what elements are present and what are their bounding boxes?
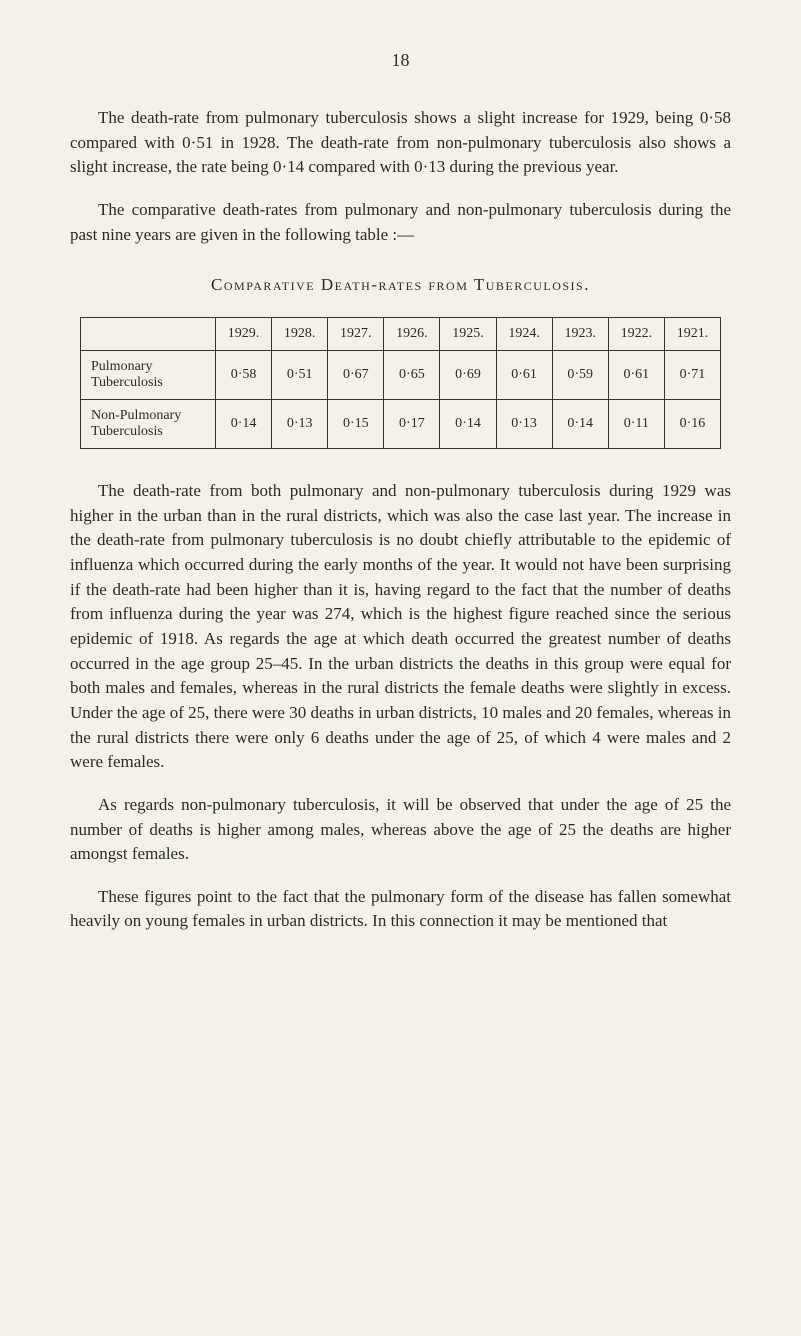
table-header-year: 1923. (552, 318, 608, 351)
death-rates-table-container: 1929. 1928. 1927. 1926. 1925. 1924. 1923… (80, 317, 721, 449)
table-cell: 0·59 (552, 351, 608, 400)
table-header-year: 1928. (272, 318, 328, 351)
paragraph-1: The death-rate from pulmonary tuberculos… (70, 106, 731, 180)
table-cell: 0·14 (216, 400, 272, 449)
table-row-label: Pulmonary Tuberculosis (81, 351, 216, 400)
table-cell: 0·16 (664, 400, 720, 449)
table-cell: 0·15 (328, 400, 384, 449)
table-cell: 0·51 (272, 351, 328, 400)
table-row-label: Non-Pulmonary Tuberculosis (81, 400, 216, 449)
table-header-year: 1925. (440, 318, 496, 351)
paragraph-3: The death-rate from both pulmonary and n… (70, 479, 731, 775)
table-cell: 0·67 (328, 351, 384, 400)
table-cell: 0·13 (272, 400, 328, 449)
table-header-year: 1922. (608, 318, 664, 351)
table-header-year: 1926. (384, 318, 440, 351)
table-header-blank (81, 318, 216, 351)
paragraph-2: The comparative death-rates from pulmona… (70, 198, 731, 247)
table-cell: 0·14 (440, 400, 496, 449)
table-cell: 0·58 (216, 351, 272, 400)
table-cell: 0·71 (664, 351, 720, 400)
table-cell: 0·69 (440, 351, 496, 400)
page-number: 18 (70, 50, 731, 71)
paragraph-4: As regards non-pulmonary tuberculosis, i… (70, 793, 731, 867)
table-header-row: 1929. 1928. 1927. 1926. 1925. 1924. 1923… (81, 318, 721, 351)
table-cell: 0·61 (608, 351, 664, 400)
table-header-year: 1929. (216, 318, 272, 351)
table-cell: 0·17 (384, 400, 440, 449)
table-header-year: 1924. (496, 318, 552, 351)
table-cell: 0·11 (608, 400, 664, 449)
table-cell: 0·14 (552, 400, 608, 449)
table-header-year: 1927. (328, 318, 384, 351)
death-rates-table: 1929. 1928. 1927. 1926. 1925. 1924. 1923… (80, 317, 721, 449)
section-title: Comparative Death-rates from Tuberculosi… (70, 275, 731, 295)
table-cell: 0·13 (496, 400, 552, 449)
table-cell: 0·61 (496, 351, 552, 400)
table-cell: 0·65 (384, 351, 440, 400)
table-header-year: 1921. (664, 318, 720, 351)
table-row: Pulmonary Tuberculosis 0·58 0·51 0·67 0·… (81, 351, 721, 400)
table-row: Non-Pulmonary Tuberculosis 0·14 0·13 0·1… (81, 400, 721, 449)
paragraph-5: These figures point to the fact that the… (70, 885, 731, 934)
